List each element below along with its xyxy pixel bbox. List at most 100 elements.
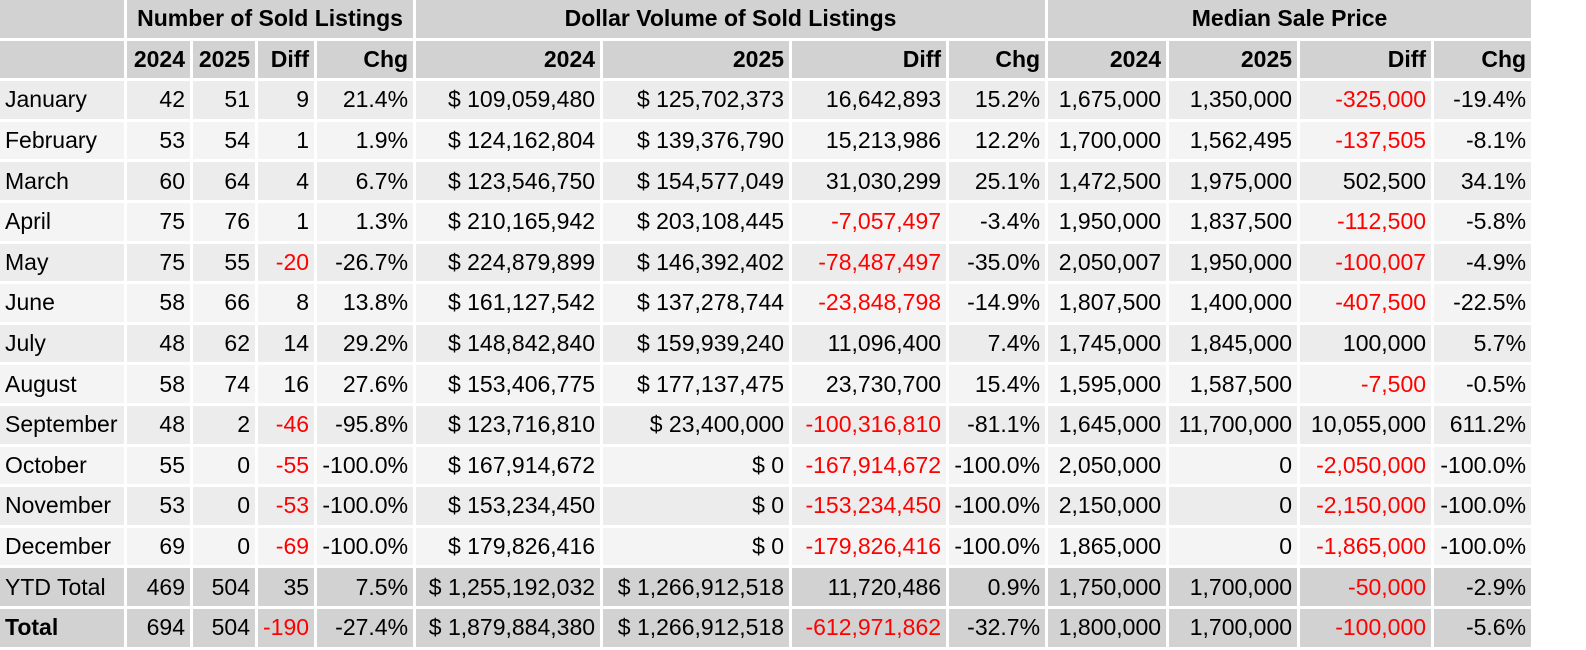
table-cell: 69 — [127, 527, 190, 566]
table-cell: 62 — [193, 324, 255, 363]
table-cell: $ 148,842,840 — [416, 324, 601, 363]
table-cell: -100.0% — [949, 446, 1046, 485]
group-header-row: Number of Sold Listings Dollar Volume of… — [0, 0, 1532, 38]
table-cell: $ 137,278,744 — [603, 284, 790, 322]
table-cell: $ 153,234,450 — [416, 487, 601, 525]
table-cell: -100.0% — [949, 487, 1046, 525]
table-cell: -0.5% — [1434, 365, 1532, 403]
table-cell: -69 — [258, 527, 315, 566]
table-cell: 1,700,000 — [1169, 568, 1298, 606]
table-cell: -50,000 — [1300, 568, 1432, 606]
table-cell: -7,057,497 — [792, 202, 947, 241]
corner-header — [0, 0, 124, 38]
table-cell: 1,800,000 — [1048, 608, 1167, 647]
col-header: Diff — [1300, 40, 1432, 79]
table-cell: 1,750,000 — [1048, 568, 1167, 606]
table-cell: 1,865,000 — [1048, 527, 1167, 566]
table-cell: 55 — [193, 243, 255, 282]
table-cell: -53 — [258, 487, 315, 525]
table-cell: 1.3% — [317, 202, 414, 241]
group-header-count: Number of Sold Listings — [127, 0, 414, 38]
table-cell: $ 123,546,750 — [416, 162, 601, 200]
table-cell: 21.4% — [317, 81, 414, 119]
table-cell: 16,642,893 — [792, 81, 947, 119]
table-cell: 1 — [258, 121, 315, 160]
table-cell: -35.0% — [949, 243, 1046, 282]
table-cell: 11,096,400 — [792, 324, 947, 363]
table-row: October 55 0 -55 -100.0% $ 167,914,672 $ 0 -167… — [0, 446, 1532, 485]
table-cell: $ 159,939,240 — [603, 324, 790, 363]
table-cell: -2.9% — [1434, 568, 1532, 606]
table-cell: -153,234,450 — [792, 487, 947, 525]
table-row: June 58 66 8 13.8% $ 161,127,542 $ 137,278,744… — [0, 284, 1532, 322]
table-cell: 1,807,500 — [1048, 284, 1167, 322]
table-cell: 42 — [127, 81, 190, 119]
table-cell: 10,055,000 — [1300, 405, 1432, 444]
table-cell: -100,000 — [1300, 608, 1432, 647]
row-label: November — [0, 487, 124, 525]
table-cell: 1,950,000 — [1169, 243, 1298, 282]
table-cell: -2,150,000 — [1300, 487, 1432, 525]
col-header: 2025 — [1169, 40, 1298, 79]
table-cell: 14 — [258, 324, 315, 363]
table-cell: 25.1% — [949, 162, 1046, 200]
col-header: 2024 — [127, 40, 190, 79]
table-cell: -27.4% — [317, 608, 414, 647]
table-cell: 48 — [127, 324, 190, 363]
col-header: 2025 — [603, 40, 790, 79]
table-cell: -1,865,000 — [1300, 527, 1432, 566]
table-cell: $ 161,127,542 — [416, 284, 601, 322]
month-column-header — [0, 40, 124, 79]
table-cell: -46 — [258, 405, 315, 444]
row-label: January — [0, 81, 124, 119]
table-cell: -100.0% — [1434, 487, 1532, 525]
table-cell: 1 — [258, 202, 315, 241]
table-cell: 35 — [258, 568, 315, 606]
table-cell: 100,000 — [1300, 324, 1432, 363]
table-cell: -4.9% — [1434, 243, 1532, 282]
table-cell: 469 — [127, 568, 190, 606]
table-cell: 1,700,000 — [1048, 121, 1167, 160]
table-cell: 60 — [127, 162, 190, 200]
table-cell: -14.9% — [949, 284, 1046, 322]
table-cell: $ 177,137,475 — [603, 365, 790, 403]
table-cell: 0 — [1169, 446, 1298, 485]
table-cell: -81.1% — [949, 405, 1046, 444]
table-cell: -100.0% — [949, 527, 1046, 566]
table-cell: -7,500 — [1300, 365, 1432, 403]
row-label: June — [0, 284, 124, 322]
table-row: April 75 76 1 1.3% $ 210,165,942 $ 203,108,445… — [0, 202, 1532, 241]
table-cell: 4 — [258, 162, 315, 200]
table-cell: $ 0 — [603, 527, 790, 566]
table-cell: 2,050,000 — [1048, 446, 1167, 485]
table-cell: $ 179,826,416 — [416, 527, 601, 566]
table-row: September 48 2 -46 -95.8% $ 123,716,810 $ 23,4… — [0, 405, 1532, 444]
row-label: May — [0, 243, 124, 282]
table-row: January 42 51 9 21.4% $ 109,059,480 $ 125,702,… — [0, 81, 1532, 119]
table-cell: 53 — [127, 121, 190, 160]
table-cell: -325,000 — [1300, 81, 1432, 119]
table-cell: -407,500 — [1300, 284, 1432, 322]
table-row: May 75 55 -20 -26.7% $ 224,879,899 $ 146,392,4… — [0, 243, 1532, 282]
table-cell: -3.4% — [949, 202, 1046, 241]
table-cell: 0.9% — [949, 568, 1046, 606]
col-header: Chg — [317, 40, 414, 79]
table-cell: -612,971,862 — [792, 608, 947, 647]
col-header: Chg — [949, 40, 1046, 79]
table-cell: 34.1% — [1434, 162, 1532, 200]
table-cell: $ 124,162,804 — [416, 121, 601, 160]
table-cell: $ 1,255,192,032 — [416, 568, 601, 606]
table-cell: -5.6% — [1434, 608, 1532, 647]
table-cell: -5.8% — [1434, 202, 1532, 241]
row-label: February — [0, 121, 124, 160]
col-header: 2024 — [416, 40, 601, 79]
table-cell: 1,645,000 — [1048, 405, 1167, 444]
table-cell: 16 — [258, 365, 315, 403]
table-cell: $ 210,165,942 — [416, 202, 601, 241]
row-label: April — [0, 202, 124, 241]
table-cell: 1,837,500 — [1169, 202, 1298, 241]
table-cell: 1.9% — [317, 121, 414, 160]
table-cell: 1,975,000 — [1169, 162, 1298, 200]
table-cell: -190 — [258, 608, 315, 647]
subcolumn-header-row: 2024 2025 Diff Chg 2024 2025 Diff Chg 20… — [0, 40, 1532, 79]
